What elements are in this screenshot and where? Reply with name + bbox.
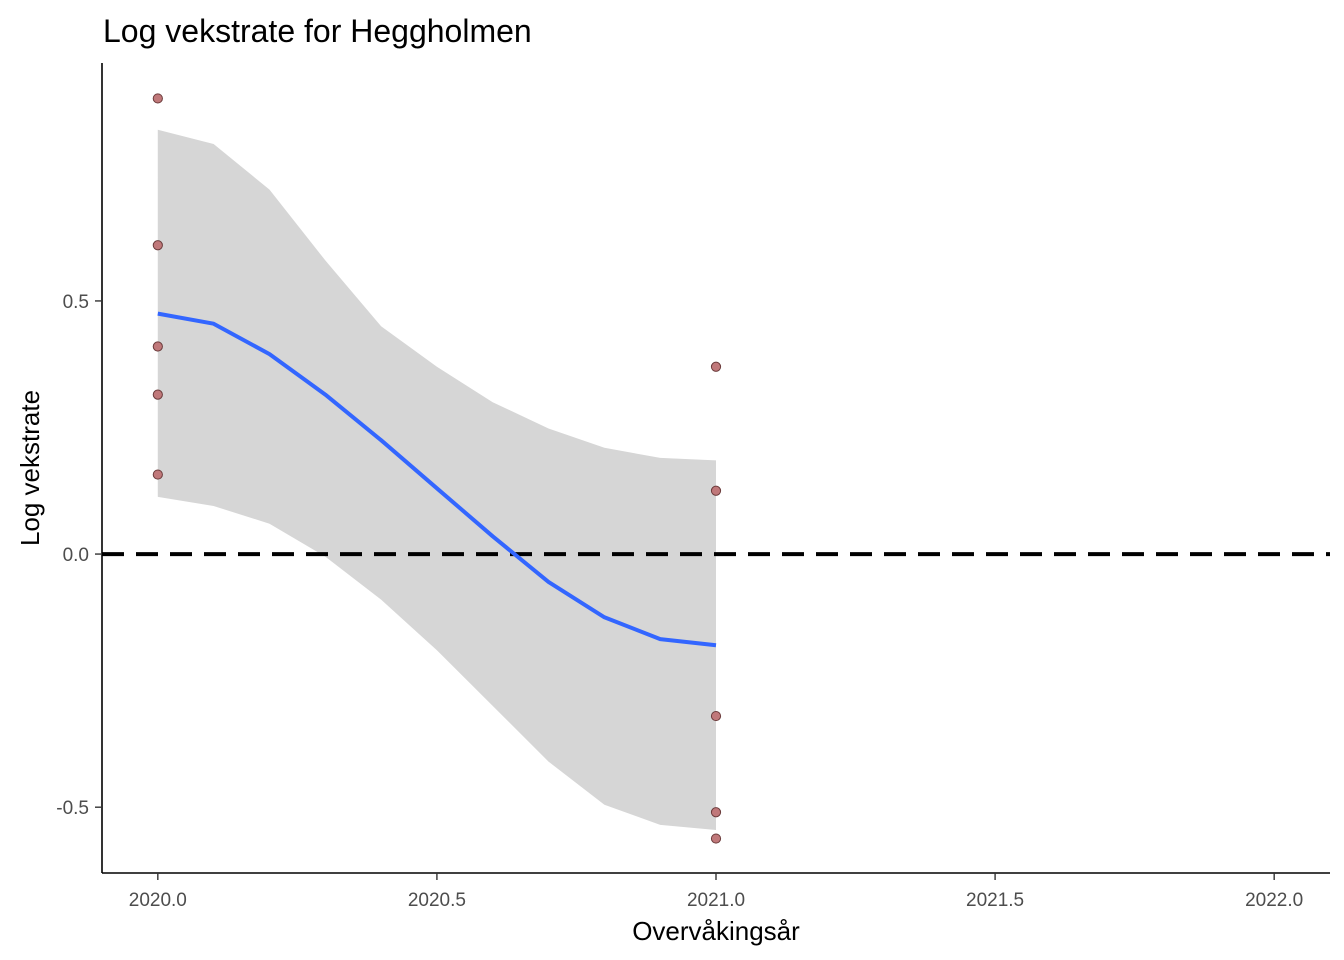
y-tick-label: -0.5 xyxy=(56,798,89,819)
data-point xyxy=(152,240,163,251)
x-tick-label: 2021.5 xyxy=(966,890,1024,911)
data-point xyxy=(710,710,722,722)
data-point xyxy=(152,389,163,400)
data-point xyxy=(152,341,163,352)
confidence-band xyxy=(157,129,717,831)
data-point xyxy=(710,361,722,372)
x-tick-label: 2020.0 xyxy=(129,890,187,911)
data-point xyxy=(152,469,163,480)
data-point xyxy=(710,833,722,844)
y-tick-label: 0.0 xyxy=(63,545,89,566)
x-axis-title: Overvåkingsår xyxy=(632,916,800,946)
y-ticks: -0.5 0.0 0.5 xyxy=(56,292,102,819)
data-point xyxy=(710,485,722,496)
plot-area xyxy=(102,93,1330,844)
chart-title: Log vekstrate for Heggholmen xyxy=(103,13,532,49)
data-point xyxy=(710,807,722,818)
smooth-trend-line xyxy=(157,311,717,648)
x-tick-label: 2022.0 xyxy=(1245,890,1303,911)
y-axis-title: Log vekstrate xyxy=(15,390,45,546)
data-point xyxy=(152,93,163,104)
x-tick-label: 2021.0 xyxy=(687,890,745,911)
x-ticks: 2020.0 2020.5 2021.0 2021.5 2022.0 xyxy=(129,873,1303,911)
y-tick-label: 0.5 xyxy=(63,292,89,313)
x-tick-label: 2020.5 xyxy=(408,890,466,911)
